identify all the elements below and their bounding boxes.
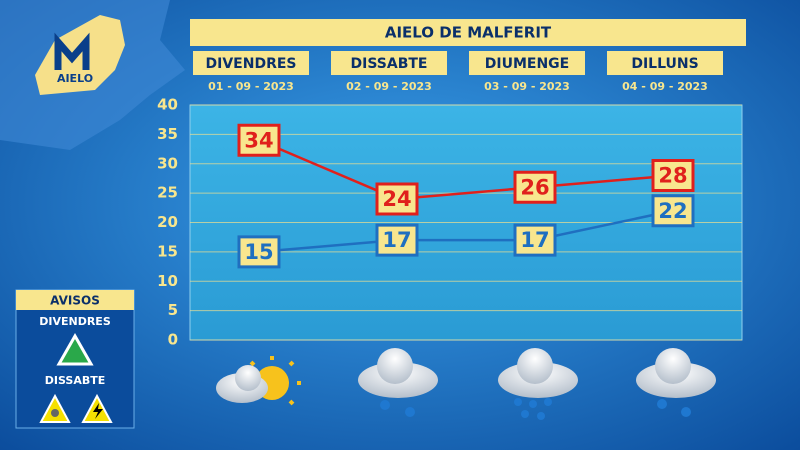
data-label: 22 xyxy=(658,199,687,223)
x-tick-label: DIVENDRES xyxy=(206,56,297,72)
x-tick-label: DIUMENGE xyxy=(485,56,569,72)
warning-day: DIVENDRES xyxy=(39,315,111,328)
y-tick-label: 0 xyxy=(168,331,178,349)
value-box xyxy=(375,223,419,257)
icon-rain xyxy=(636,348,716,417)
date-label: 02 - 09 - 2023 xyxy=(346,80,432,93)
warning-icon-green xyxy=(56,332,94,366)
y-tick-label: 40 xyxy=(157,96,178,114)
data-label: 26 xyxy=(520,175,549,199)
x-tick-label: DISSABTE xyxy=(351,56,428,72)
chart-title: AIELO DE MALFERIT xyxy=(385,24,552,42)
x-tick-label: DILLUNS xyxy=(631,56,698,72)
data-label: 34 xyxy=(244,128,273,152)
lightning-glyph xyxy=(93,403,103,419)
y-tick-label: 30 xyxy=(157,154,178,172)
title-box xyxy=(190,19,746,46)
logo-mark xyxy=(54,32,90,70)
data-label: 17 xyxy=(520,228,549,252)
y-tick-label: 5 xyxy=(168,301,178,319)
value-box xyxy=(237,123,281,157)
value-box xyxy=(513,223,557,257)
value-box xyxy=(651,159,695,192)
day-header xyxy=(607,51,723,75)
date-label: 01 - 09 - 2023 xyxy=(208,80,294,93)
data-label: 15 xyxy=(244,240,273,264)
icon-rain xyxy=(358,348,438,417)
warning-day: DISSABTE xyxy=(45,374,106,387)
icon-heavy-rain xyxy=(498,348,578,420)
data-label: 17 xyxy=(382,228,411,252)
y-tick-label: 10 xyxy=(157,272,178,290)
logo-shape xyxy=(35,15,125,95)
y-tick-label: 35 xyxy=(157,125,178,143)
value-box xyxy=(237,235,281,269)
series-line xyxy=(258,209,674,254)
day-header xyxy=(331,51,447,75)
date-label: 04 - 09 - 2023 xyxy=(622,80,708,93)
value-box xyxy=(651,194,695,228)
value-box xyxy=(513,170,557,204)
storm-glyph xyxy=(51,409,59,417)
data-label: 24 xyxy=(382,187,411,211)
value-box xyxy=(375,182,419,216)
series-line xyxy=(258,139,674,201)
data-label: 28 xyxy=(658,164,687,188)
y-tick-label: 20 xyxy=(157,213,178,231)
icon-sun-cloud xyxy=(216,356,301,406)
date-label: 03 - 09 - 2023 xyxy=(484,80,570,93)
day-header xyxy=(469,51,585,75)
warnings-header xyxy=(16,290,134,310)
warnings-title: AVISOS xyxy=(50,294,100,308)
day-header xyxy=(193,51,309,75)
y-tick-label: 25 xyxy=(157,184,178,202)
logo-text: AIELO xyxy=(57,72,93,85)
y-tick-label: 15 xyxy=(157,242,178,260)
